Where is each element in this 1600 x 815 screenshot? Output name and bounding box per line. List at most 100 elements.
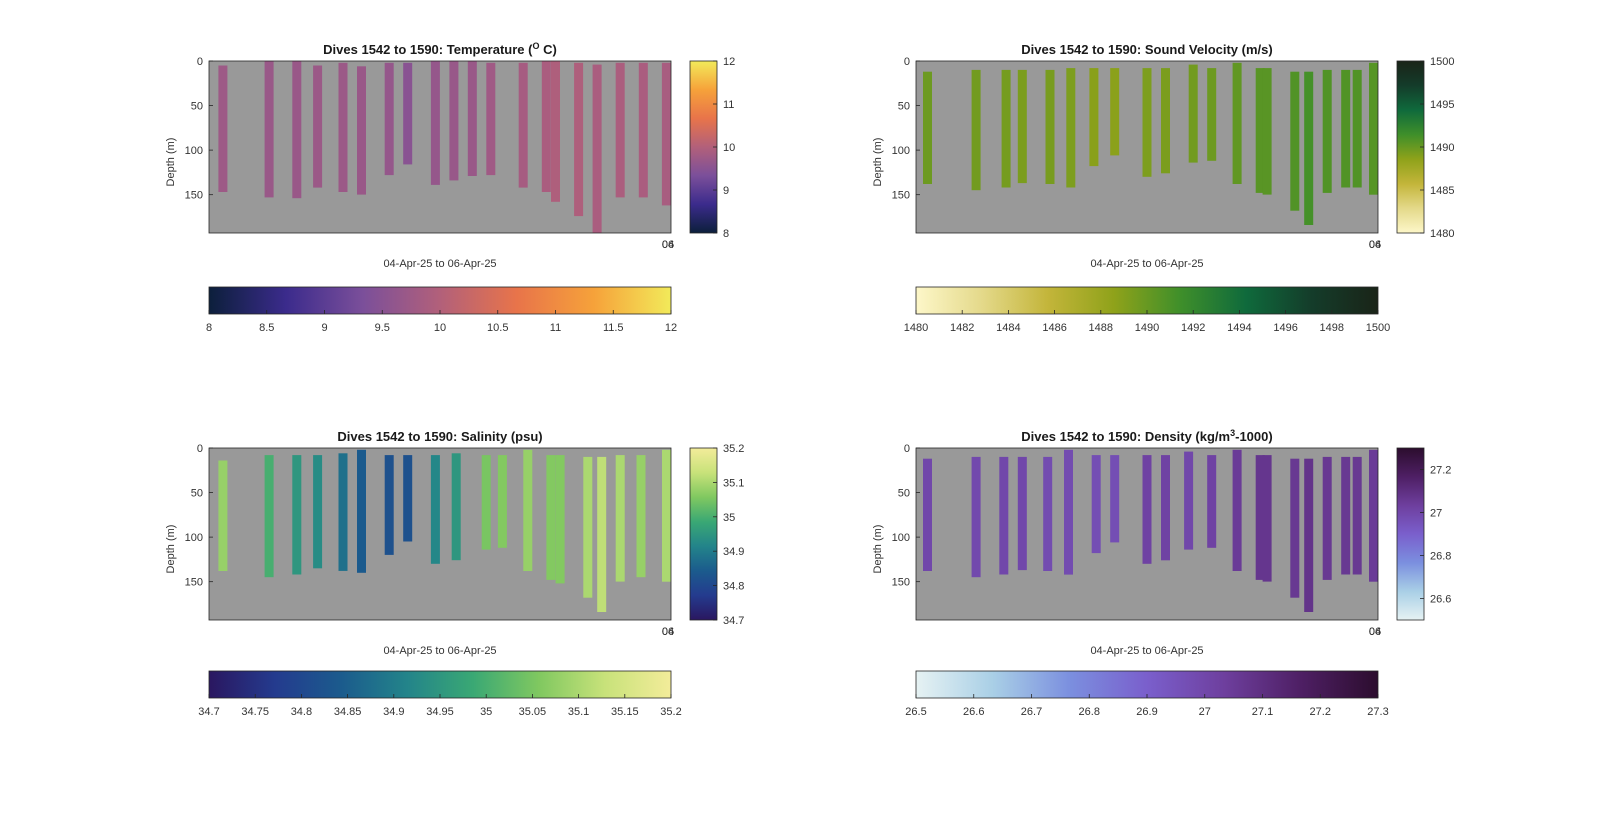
colorbar-tick-label: 27.3 [1367,706,1388,718]
dive-profile [449,61,459,181]
dive-profile [430,455,440,564]
dive-profile [1207,455,1217,548]
dive-profile [384,62,394,176]
y-axis-label: Depth (m) [165,525,177,574]
dive-profile [430,61,440,185]
colorbar-tick-label: 10.5 [487,322,508,334]
dive-profile [1089,68,1099,167]
dive-profile [1064,449,1073,575]
dive-profile [1232,449,1242,571]
dive-profile [1043,456,1053,571]
dive-profile [1255,68,1265,193]
colorbar-tick-label: 26.9 [1136,706,1157,718]
chart-title-superscript: 3 [1230,428,1235,438]
colorbar-tick-label: 1498 [1320,322,1344,334]
dive-profile [999,456,1009,575]
dive-profile [486,62,496,176]
dive-profile [971,456,981,578]
colorbar-tick-label: 35.1 [723,477,744,489]
dive-profile [1304,458,1314,612]
colorbar-tick-label: 1490 [1430,142,1454,154]
dive-profile [1207,68,1217,161]
dive-profile [1161,455,1170,561]
dive-profile [1341,456,1351,575]
dive-profile [523,449,533,571]
colorbar-tick-label: 34.8 [723,581,744,593]
colorbar-tick-label: 11.5 [603,322,624,334]
y-tick-label: 100 [892,532,910,544]
colorbar-tick-label: 34.7 [198,706,219,718]
colorbar-vertical [689,60,718,234]
colorbar-tick-label: 26.7 [1021,706,1042,718]
dive-profile [615,62,625,198]
colorbar-tick-label: 1480 [1430,228,1454,240]
colorbar-vertical [1396,447,1425,621]
chart-title-suffix: C) [539,42,556,57]
dive-profile [662,449,671,582]
chart-title: Dives 1542 to 1590: Salinity (psu) [337,429,542,444]
x-axis-label: 04-Apr-25 to 06-Apr-25 [1090,258,1203,270]
dive-profile [1304,71,1314,225]
colorbar-tick-label: 8 [723,228,729,240]
dive-profile [1017,456,1027,571]
panel-sound_velocity: Dives 1542 to 1590: Sound Velocity (m/s)… [872,42,1454,334]
dive-profile [1188,64,1198,163]
dive-profile [1369,449,1378,582]
colorbar-tick-label: 27 [1199,706,1211,718]
chart-title-text: Dives 1542 to 1590: Sound Velocity (m/s) [1021,42,1272,57]
colorbar-tick-label: 26.5 [905,706,926,718]
colorbar-tick-label: 1482 [950,322,974,334]
y-axis-label: Depth (m) [872,138,884,187]
colorbar-tick-label: 1480 [904,322,928,334]
plot-frame [208,60,672,234]
dive-profile [338,453,348,571]
y-tick-label: 100 [185,532,203,544]
y-tick-label: 100 [185,145,203,157]
y-tick-label: 150 [185,190,203,202]
colorbar-tick-label: 26.6 [1430,594,1451,606]
colorbar-tick-label: 9 [321,322,327,334]
plot-frame [208,447,672,621]
chart-title: Dives 1542 to 1590: Sound Velocity (m/s) [1021,42,1272,57]
dive-profile [497,455,507,548]
colorbar-tick-label: 1484 [996,322,1020,334]
dive-profile [923,71,932,184]
dive-profile [583,456,593,598]
dive-profile [971,69,981,191]
dive-profile [1066,68,1076,188]
colorbar-tick-label: 12 [723,56,735,68]
colorbar-vertical [1396,60,1425,234]
colorbar-tick-label: 1488 [1089,322,1113,334]
x-axis-label: 04-Apr-25 to 06-Apr-25 [383,258,496,270]
dive-profile [592,64,602,233]
dive-profile [264,455,274,578]
colorbar-tick-label: 27.2 [1430,465,1451,477]
dive-profile [1369,62,1378,195]
y-tick-label: 50 [191,488,203,500]
plot-frame [915,60,1379,234]
dive-profile [1322,456,1332,580]
chart-title-superscript: O [532,41,539,51]
colorbar-tick-label: 1500 [1430,56,1454,68]
chart-title-text: Dives 1542 to 1590: Salinity (psu) [337,429,542,444]
dive-profile [1161,68,1170,174]
colorbar-tick-label: 27.2 [1310,706,1331,718]
x-tick-label: 04 [1369,626,1381,638]
dive-profile [1255,455,1265,580]
colorbar-tick-label: 26.8 [1430,551,1451,563]
colorbar-tick-label: 26.6 [963,706,984,718]
dive-profile [451,453,461,561]
colorbar-tick-label: 10 [434,322,446,334]
dive-profile [264,61,274,198]
dive-profile [1290,71,1300,211]
dive-profile [338,62,348,192]
dive-profile [357,449,366,573]
dive-profile [661,62,671,206]
colorbar-tick-label: 11 [723,99,734,111]
dive-profile [218,65,228,192]
dive-profile [357,66,366,195]
colorbar-tick-label: 8.5 [259,322,274,334]
chart-title-text: Dives 1542 to 1590: Density (kg/m [1021,429,1230,444]
x-axis-label: 04-Apr-25 to 06-Apr-25 [1090,645,1203,657]
colorbar-tick-label: 34.7 [723,615,744,627]
